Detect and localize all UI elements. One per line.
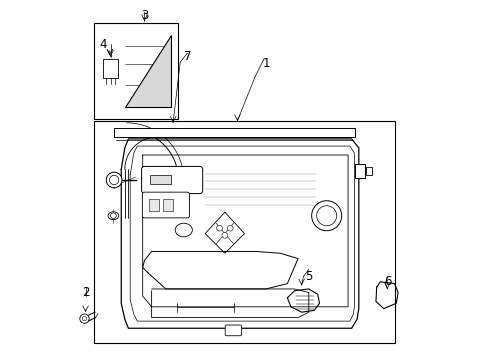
Text: 2: 2 — [81, 286, 89, 299]
Circle shape — [80, 314, 89, 323]
Circle shape — [222, 233, 227, 238]
Bar — [114, 128, 354, 137]
FancyBboxPatch shape — [225, 325, 241, 336]
Text: 6: 6 — [383, 275, 390, 288]
Circle shape — [110, 213, 116, 219]
FancyBboxPatch shape — [142, 192, 189, 218]
Circle shape — [109, 175, 119, 185]
Bar — [149, 175, 171, 184]
Circle shape — [227, 225, 233, 231]
Text: 4: 4 — [100, 38, 107, 51]
Text: 1: 1 — [262, 57, 269, 71]
Text: 7: 7 — [183, 50, 191, 63]
Bar — [148, 199, 159, 211]
Bar — [163, 199, 173, 211]
FancyBboxPatch shape — [142, 166, 203, 194]
Text: 3: 3 — [141, 9, 148, 22]
Bar — [354, 164, 365, 178]
Bar — [103, 59, 118, 78]
Circle shape — [106, 172, 122, 188]
Bar — [365, 167, 372, 175]
Circle shape — [216, 225, 222, 231]
Bar — [94, 23, 178, 119]
Circle shape — [316, 206, 336, 226]
Bar — [94, 121, 394, 342]
Ellipse shape — [108, 212, 119, 220]
Ellipse shape — [175, 223, 192, 237]
Circle shape — [82, 316, 86, 321]
Polygon shape — [124, 35, 171, 107]
Text: 5: 5 — [305, 270, 312, 283]
Circle shape — [311, 201, 341, 231]
